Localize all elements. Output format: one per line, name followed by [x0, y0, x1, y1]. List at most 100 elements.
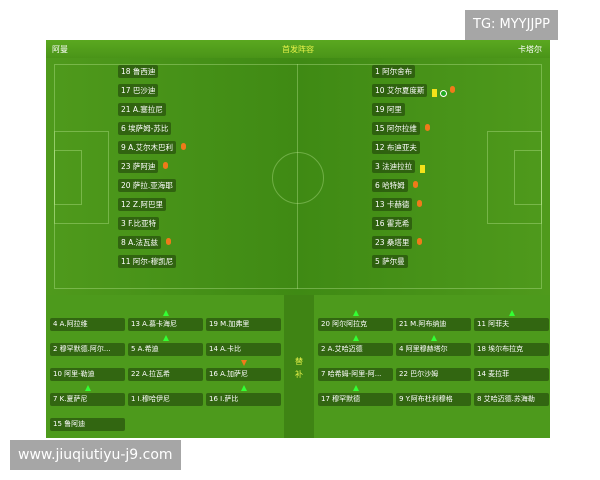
bench-player[interactable]: 8 艾哈迈德.苏海勒: [474, 393, 549, 406]
bench-player[interactable]: 10 阿里-勒迪: [50, 368, 125, 381]
player-name: 9 A.艾尔木巴利: [121, 143, 174, 152]
bench-label-text: 替补: [295, 357, 303, 379]
sub-out-icon: [417, 238, 423, 245]
lineup-panel: 阿曼 首发阵容 卡塔尔 18 鲁西迪 17 巴沙迪 21 A.塞拉尼 6 埃萨姆-苏比…: [46, 40, 550, 438]
sub-in-icon: [353, 310, 359, 316]
sub-out-icon: [412, 181, 418, 188]
bench-player[interactable]: 22 A.拉瓦希: [128, 368, 203, 381]
sub-in-icon: [509, 310, 515, 316]
player-entry[interactable]: 19 阿里: [372, 103, 405, 116]
bench-player[interactable]: 1 I.穆哈伊尼: [128, 393, 203, 406]
sub-out-icon: [417, 200, 423, 207]
sub-in-icon: [431, 335, 437, 341]
player-entry[interactable]: 20 萨拉.亚海耶: [118, 179, 176, 192]
bench-player[interactable]: 2 A.艾哈迈德: [318, 343, 393, 356]
bench-player[interactable]: 7 哈希姆-阿里-阿...: [318, 368, 393, 381]
player-entry[interactable]: 6 埃萨姆-苏比: [118, 122, 172, 135]
lineup-title: 首发阵容: [282, 45, 314, 54]
player-name: 3 法迪拉拉: [375, 162, 413, 171]
player-name: 12 Z.阿巴里: [121, 200, 163, 209]
away-team-name: 卡塔尔: [518, 45, 542, 54]
bench-player[interactable]: 15 鲁阿迪: [50, 418, 125, 431]
player-name: 11 阿尔-穆凯尼: [121, 257, 174, 266]
player-entry[interactable]: 5 萨尔曼: [372, 255, 408, 268]
player-entry[interactable]: 13 卡赫德: [372, 198, 423, 211]
bench-player[interactable]: 19 M.加弗里: [206, 318, 281, 331]
bench-player[interactable]: 17 穆罕默德: [318, 393, 393, 406]
home-penalty-box: [54, 131, 109, 224]
sub-in-icon: [163, 335, 169, 341]
bench-section: 4 A.阿拉维 13 A.慕卡海尼 19 M.加弗里 2 穆罕默德.阿尔... 5 A.…: [46, 295, 550, 438]
bench-player[interactable]: 16 A.加萨尼: [206, 368, 281, 381]
player-entry[interactable]: 21 A.塞拉尼: [118, 103, 166, 116]
player-name: 5 萨尔曼: [375, 257, 405, 266]
bench-player[interactable]: 14 麦拉菲: [474, 368, 549, 381]
sub-in-icon: [353, 385, 359, 391]
sub-out-icon: [166, 238, 172, 245]
player-name: 20 萨拉.亚海耶: [121, 181, 173, 190]
player-entry[interactable]: 3 法迪拉拉: [372, 160, 426, 173]
sub-in-icon: [85, 385, 91, 391]
pitch: 18 鲁西迪 17 巴沙迪 21 A.塞拉尼 6 埃萨姆-苏比 9 A.艾尔木巴利 23 …: [46, 58, 550, 295]
player-entry[interactable]: 12 Z.阿巴里: [118, 198, 166, 211]
player-entry[interactable]: 10 艾尔夏度斯: [372, 84, 456, 97]
bench-player[interactable]: 16 I.萨比: [206, 393, 281, 406]
bench-player[interactable]: 4 阿里穆赫塔尔: [396, 343, 471, 356]
player-name: 8 A.法瓦兹: [121, 238, 159, 247]
sub-out-icon: [424, 124, 430, 131]
yellow-card-icon: [432, 89, 438, 97]
away-goal-box: [514, 150, 542, 205]
player-entry[interactable]: 23 萨阿迪: [118, 160, 169, 173]
player-entry[interactable]: 1 阿尔舍布: [372, 65, 416, 78]
player-name: 18 鲁西迪: [121, 67, 156, 76]
player-entry[interactable]: 3 F.比亚特: [118, 217, 160, 230]
sub-out-icon: [163, 162, 169, 169]
player-entry[interactable]: 6 哈特姆: [372, 179, 418, 192]
player-name: 1 阿尔舍布: [375, 67, 413, 76]
player-entry[interactable]: 11 阿尔-穆凯尼: [118, 255, 177, 268]
player-entry[interactable]: 8 A.法瓦兹: [118, 236, 172, 249]
player-entry[interactable]: 18 鲁西迪: [118, 65, 159, 78]
player-name: 15 阿尔拉维: [375, 124, 417, 133]
bench-player[interactable]: 18 埃尔布拉克: [474, 343, 549, 356]
lineup-header: 阿曼 首发阵容 卡塔尔: [46, 40, 550, 58]
player-name: 23 萨阿迪: [121, 162, 156, 171]
sub-out-icon: [450, 86, 456, 93]
sub-in-icon: [163, 310, 169, 316]
bench-player[interactable]: 5 A.希迪: [128, 343, 203, 356]
player-name: 19 阿里: [375, 105, 402, 114]
bench-player[interactable]: 7 K.夏萨尼: [50, 393, 125, 406]
player-entry[interactable]: 17 巴沙迪: [118, 84, 159, 97]
player-entry[interactable]: 9 A.艾尔木巴利: [118, 141, 187, 154]
player-entry[interactable]: 15 阿尔拉维: [372, 122, 430, 135]
sub-in-icon: [353, 335, 359, 341]
bench-player[interactable]: 21 M.阿布纳迪: [396, 318, 471, 331]
bottom-watermark: www.jiuqiutiyu-j9.com: [10, 440, 181, 470]
goal-icon: [440, 89, 448, 97]
player-name: 12 布迪亚夫: [375, 143, 417, 152]
player-entry[interactable]: 12 布迪亚夫: [372, 141, 420, 154]
bench-player[interactable]: 9 Y.阿布杜利穆格: [396, 393, 471, 406]
player-entry[interactable]: 23 桑塔里: [372, 236, 423, 249]
away-penalty-box: [487, 131, 542, 224]
pitch-outline: [54, 64, 542, 289]
home-goal-box: [54, 150, 82, 205]
bench-label: 替补: [284, 295, 314, 438]
player-entry[interactable]: 16 霍克希: [372, 217, 413, 230]
bench-player[interactable]: 14 A.卡比: [206, 343, 281, 356]
bench-player[interactable]: 20 阿尔阿拉克: [318, 318, 393, 331]
player-name: 3 F.比亚特: [121, 219, 157, 228]
bench-player[interactable]: 2 穆罕默德.阿尔...: [50, 343, 125, 356]
player-name: 16 霍克希: [375, 219, 410, 228]
top-watermark: TG: MYYJJPP: [465, 10, 558, 40]
home-team-name: 阿曼: [52, 45, 68, 54]
player-name: 17 巴沙迪: [121, 86, 156, 95]
bench-player[interactable]: 13 A.慕卡海尼: [128, 318, 203, 331]
player-name: 6 哈特姆: [375, 181, 405, 190]
bench-player[interactable]: 11 阿菲夫: [474, 318, 549, 331]
player-name: 10 艾尔夏度斯: [375, 86, 425, 95]
yellow-card-icon: [420, 165, 426, 173]
bench-player[interactable]: 4 A.阿拉维: [50, 318, 125, 331]
player-name: 23 桑塔里: [375, 238, 410, 247]
bench-player[interactable]: 22 巴尔沙姆: [396, 368, 471, 381]
